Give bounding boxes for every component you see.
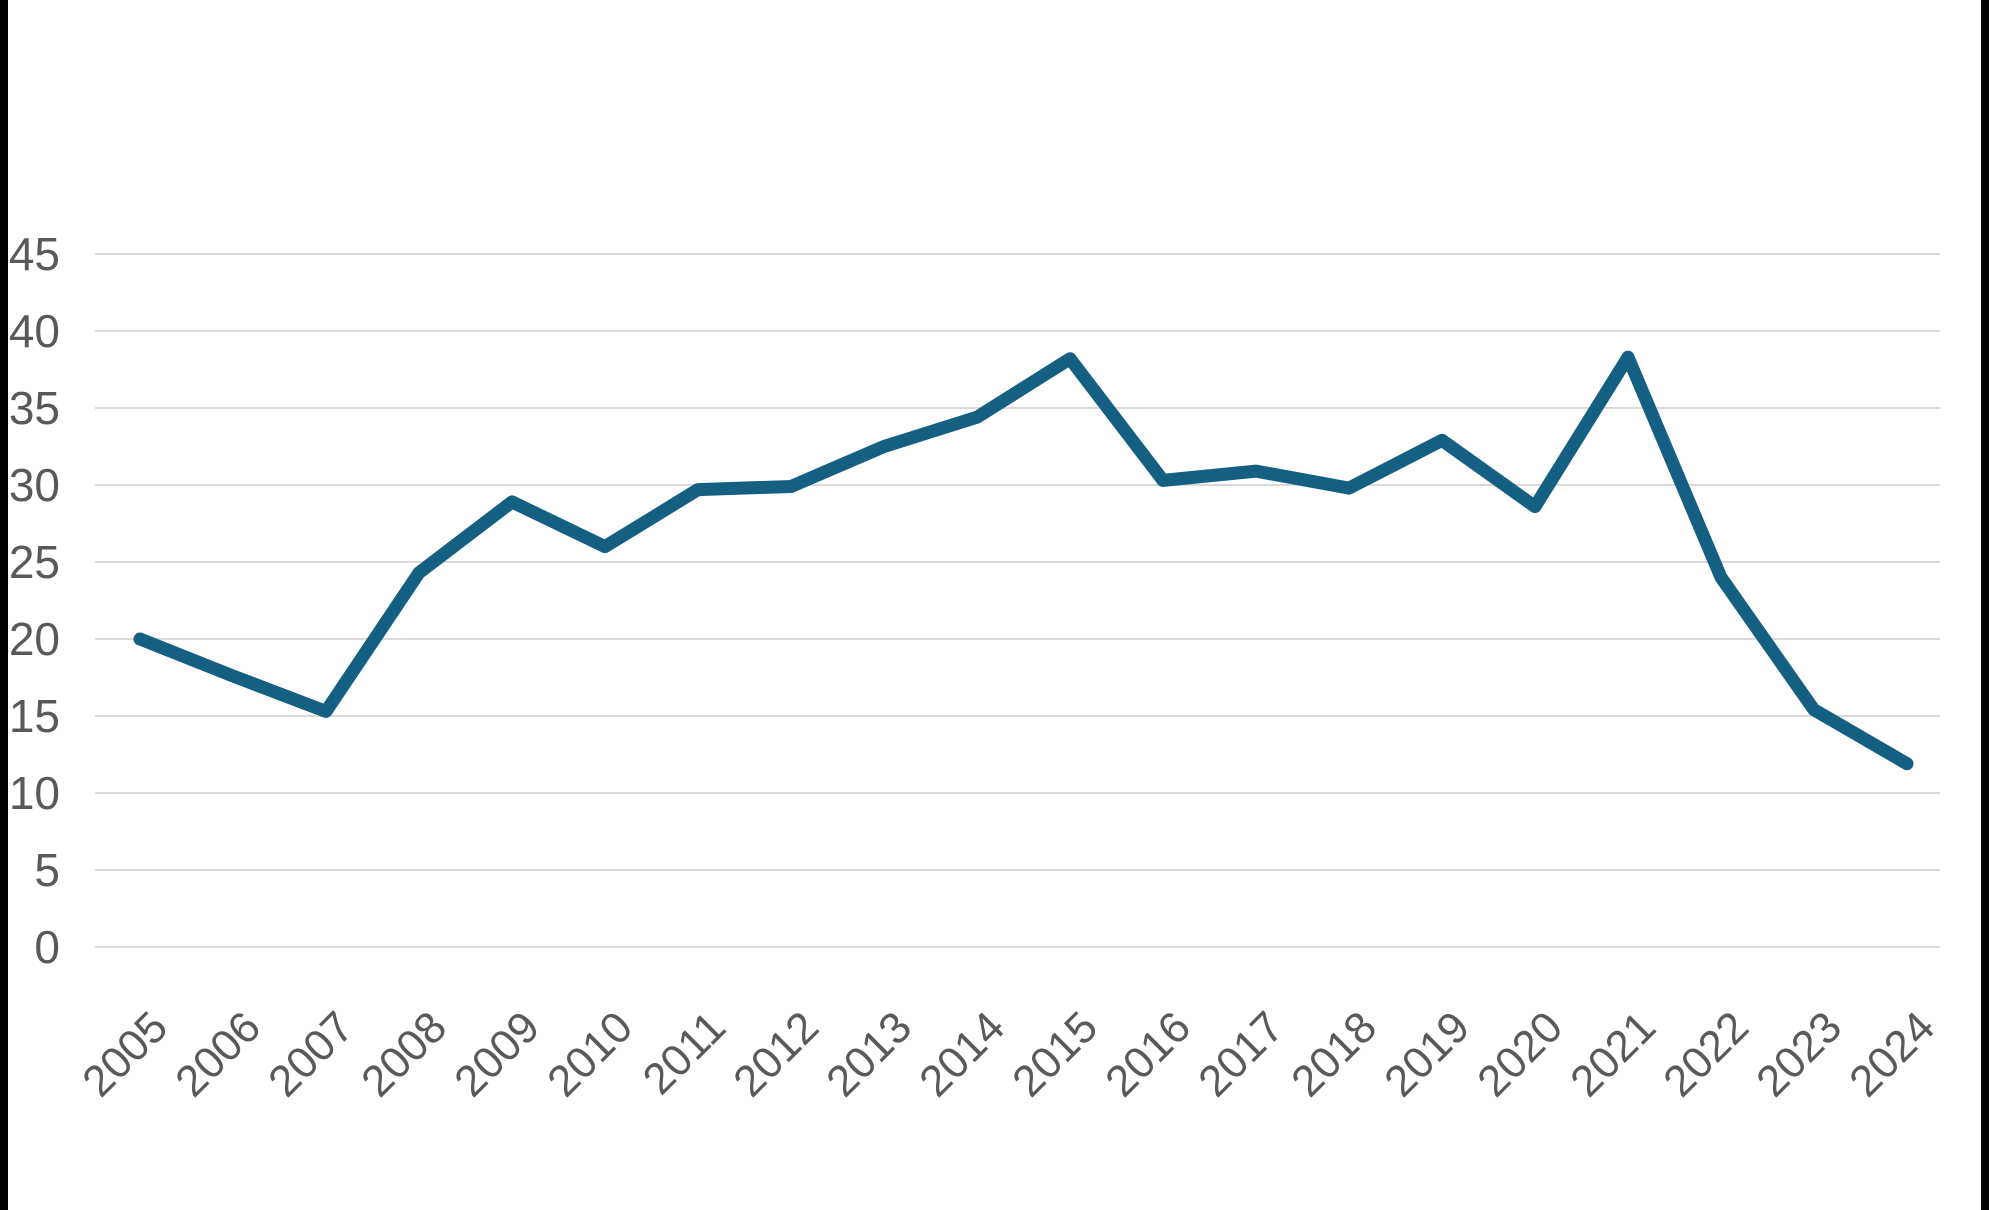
x-tick-label: 2022 [1654, 1002, 1758, 1106]
x-tick-label: 2011 [634, 1002, 736, 1104]
x-tick-label: 2024 [1840, 1002, 1944, 1106]
x-tick-label: 2020 [1468, 1002, 1572, 1106]
x-tick-label: 2005 [73, 1002, 177, 1106]
y-tick-label: 35 [9, 382, 60, 434]
data-series [133, 350, 1914, 771]
x-axis-tick-labels: 2005200620072008200920102011201220132014… [73, 1002, 1944, 1106]
x-tick-label: 2021 [1561, 1002, 1665, 1106]
data-line [133, 350, 1914, 771]
x-tick-label: 2008 [352, 1002, 456, 1106]
y-tick-label: 45 [9, 228, 60, 280]
x-tick-label: 2010 [538, 1002, 642, 1106]
x-tick-label: 2009 [445, 1002, 549, 1106]
x-tick-label: 2019 [1375, 1002, 1479, 1106]
y-tick-label: 0 [34, 921, 60, 973]
x-tick-label: 2013 [817, 1002, 921, 1106]
x-tick-label: 2006 [166, 1002, 270, 1106]
x-tick-label: 2007 [259, 1002, 363, 1106]
left-edge-strip [0, 0, 8, 1210]
x-tick-label: 2015 [1003, 1002, 1107, 1106]
y-tick-label: 20 [9, 613, 60, 665]
x-tick-label: 2014 [910, 1002, 1014, 1106]
y-tick-label: 25 [9, 536, 60, 588]
gridlines [95, 253, 1940, 948]
x-tick-label: 2016 [1096, 1002, 1200, 1106]
right-edge-strip [1981, 0, 1989, 1210]
x-tick-label: 2018 [1282, 1002, 1386, 1106]
y-axis-tick-labels: 0 5 10 15 20 25 30 35 40 45 [9, 228, 60, 973]
y-tick-label: 40 [9, 305, 60, 357]
x-tick-label: 2017 [1189, 1002, 1293, 1106]
y-tick-label: 15 [9, 690, 60, 742]
y-tick-label: 10 [9, 767, 60, 819]
x-tick-label: 2012 [724, 1002, 828, 1106]
x-tick-label: 2023 [1747, 1002, 1851, 1106]
y-tick-label: 30 [9, 459, 60, 511]
y-tick-label: 5 [34, 844, 60, 896]
